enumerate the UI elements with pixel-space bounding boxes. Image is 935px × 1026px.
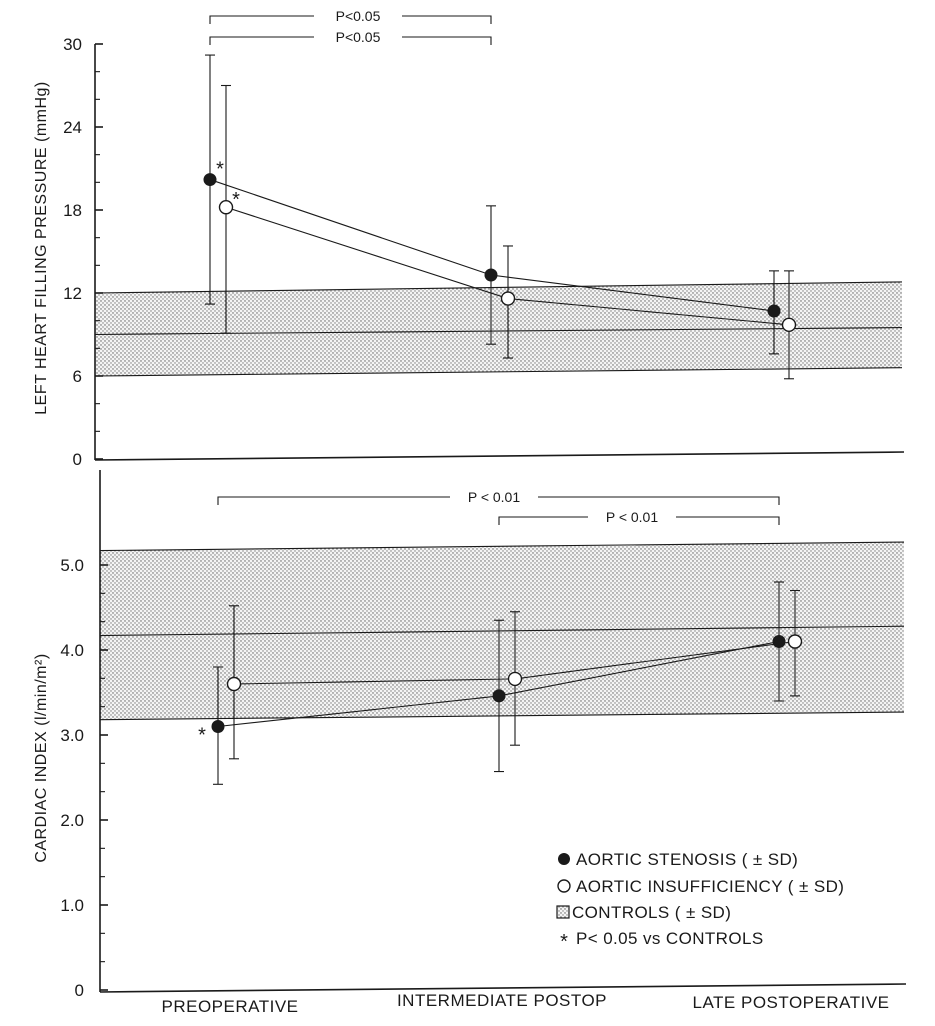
y-axis-label: LEFT HEART FILLING PRESSURE (mmHg) — [33, 81, 50, 415]
dotted-square-icon — [556, 905, 570, 919]
data-point-open — [507, 671, 523, 687]
significance-bracket — [498, 516, 780, 525]
asterisk-icon: * — [560, 931, 568, 953]
significance-brackets: P<0.05 P<0.05 — [209, 8, 492, 45]
controls-upper-line — [94, 281, 903, 294]
y-tick-label: 24 — [63, 118, 82, 137]
significance-label: P<0.05 — [336, 8, 381, 24]
data-point-open — [787, 634, 803, 649]
data-point-open — [500, 291, 516, 306]
legend: AORTIC STENOSIS ( ± SD) AORTIC INSUFFICI… — [556, 850, 844, 953]
data-series: * — [198, 581, 803, 785]
legend-label: AORTIC STENOSIS ( ± SD) — [576, 850, 798, 869]
controls-upper-line — [99, 541, 905, 552]
x-axis — [99, 983, 907, 993]
data-point-filled — [767, 304, 781, 318]
significance-label: P<0.05 — [336, 29, 381, 45]
significance-asterisk: * — [232, 189, 240, 211]
y-ticks: 0 1.0 2.0 3.0 4.0 5.0 — [60, 556, 108, 1000]
data-series: ** — [203, 54, 797, 380]
data-point-open — [781, 317, 797, 333]
data-point-filled — [772, 635, 786, 648]
x-tick-label: INTERMEDIATE POSTOP — [397, 991, 607, 1010]
y-tick-label: 18 — [63, 201, 82, 220]
y-tick-label: 30 — [63, 35, 82, 54]
data-point-open — [218, 200, 234, 215]
significance-bracket — [209, 15, 492, 24]
significance-brackets: P < 0.01 P < 0.01 — [217, 489, 780, 525]
data-point-filled — [492, 689, 506, 703]
controls-band — [94, 281, 903, 377]
y-ticks: 0 6 12 18 24 30 — [63, 35, 103, 469]
legend-label: CONTROLS ( ± SD) — [572, 903, 731, 922]
controls-band-area — [95, 281, 902, 376]
y-axis-label: CARDIAC INDEX (l/min/m²) — [33, 653, 50, 862]
y-tick-label: 12 — [63, 284, 82, 303]
y-tick-label: 0 — [75, 981, 84, 1000]
data-point-open — [226, 676, 242, 692]
data-point-filled — [203, 173, 217, 187]
controls-lower-line — [94, 367, 903, 377]
y-tick-label: 2.0 — [60, 811, 84, 830]
legend-label: AORTIC INSUFFICIENCY ( ± SD) — [576, 877, 844, 896]
x-tick-label: PREOPERATIVE — [162, 997, 299, 1016]
significance-bracket — [209, 36, 492, 45]
y-tick-label: 5.0 — [60, 556, 84, 575]
x-tick-labels: PREOPERATIVE INTERMEDIATE POSTOP LATE PO… — [162, 991, 890, 1016]
legend-label: P< 0.05 vs CONTROLS — [576, 929, 764, 948]
y-tick-label: 6 — [73, 367, 82, 386]
y-tick-label: 0 — [73, 450, 82, 469]
significance-label: P < 0.01 — [468, 489, 521, 505]
significance-bracket — [217, 496, 780, 505]
data-point-filled — [211, 720, 225, 733]
open-circle-icon — [557, 879, 571, 893]
x-tick-label: LATE POSTOPERATIVE — [693, 993, 890, 1012]
filled-circle-icon — [558, 853, 570, 865]
significance-asterisk: * — [198, 725, 206, 747]
y-tick-label: 3.0 — [60, 726, 84, 745]
significance-asterisk: * — [216, 159, 224, 181]
y-tick-label: 1.0 — [60, 896, 84, 915]
y-tick-label: 4.0 — [60, 641, 84, 660]
significance-label: P < 0.01 — [606, 509, 659, 525]
cardiac-index-panel: 0 1.0 2.0 3.0 4.0 5.0 P < 0.01 P < 0.01 * CARD… — [33, 470, 907, 1000]
x-axis — [94, 451, 905, 461]
data-point-filled — [484, 268, 498, 282]
